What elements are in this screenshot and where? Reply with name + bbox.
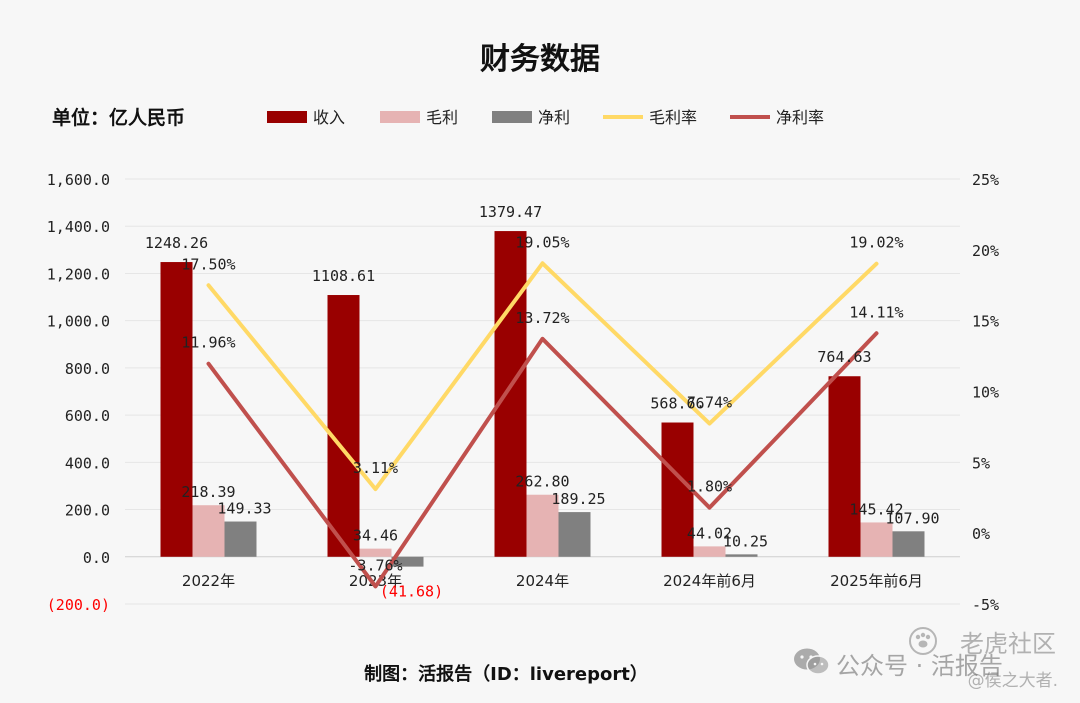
y-left-tick-label: 0.0 [83, 549, 110, 567]
bar [327, 295, 360, 557]
watermark-community: 老虎社区 [960, 630, 1056, 658]
legend-swatch [380, 111, 420, 123]
data-label: 218.39 [181, 483, 235, 501]
bar [359, 548, 392, 557]
data-label: 34.46 [353, 527, 398, 545]
legend-label: 毛利率 [649, 108, 697, 127]
bar [391, 556, 424, 567]
data-label: (41.68) [380, 583, 443, 601]
data-label: 10.25 [723, 532, 768, 550]
data-label: 11.96% [181, 334, 235, 352]
bar [526, 494, 559, 557]
bar [224, 521, 257, 557]
bar [661, 422, 694, 557]
data-label: -3.76% [348, 556, 402, 574]
data-label: 145.42 [849, 500, 903, 518]
y-left-tick-label: 1,600.0 [47, 171, 110, 189]
legend-label: 净利率 [776, 108, 824, 127]
data-label: 568.66 [650, 395, 704, 413]
legend-label: 毛利 [426, 108, 458, 127]
x-tick-label: 2023年 [349, 572, 402, 590]
data-label: 107.90 [885, 509, 939, 527]
bar [892, 531, 925, 557]
legend-label: 净利 [538, 108, 570, 127]
data-label: 1.80% [687, 478, 732, 496]
data-label: 14.11% [849, 303, 903, 321]
bar [828, 376, 861, 557]
data-label: 1248.26 [145, 234, 208, 252]
unit-label: 单位：亿人民币 [52, 107, 186, 129]
y-left-tick-label: 800.0 [65, 360, 110, 378]
data-label: 1108.61 [312, 267, 375, 285]
legend-label: 收入 [313, 108, 345, 127]
legend-swatch [267, 111, 307, 123]
y-left-tick-label: 600.0 [65, 407, 110, 425]
data-label: 17.50% [181, 255, 235, 273]
y-right-tick-label: 10% [972, 384, 999, 402]
y-right-tick-label: 0% [972, 525, 990, 543]
data-label: 13.72% [515, 309, 569, 327]
chart-title: 财务数据 [480, 42, 600, 77]
data-label: 3.11% [353, 459, 398, 477]
y-left-tick-label: 200.0 [65, 502, 110, 520]
data-label: 764.63 [817, 348, 871, 366]
watermark-author: @侯之大者. [967, 671, 1058, 691]
x-tick-label: 2024年 [516, 572, 569, 590]
bar [160, 262, 193, 557]
data-label: 19.05% [515, 233, 569, 251]
y-right-tick-label: 15% [972, 313, 999, 331]
y-left-tick-label: 1,000.0 [47, 313, 110, 331]
y-left-tick-label: 400.0 [65, 454, 110, 472]
bar [693, 546, 726, 557]
data-label: 19.02% [849, 234, 903, 252]
x-tick-label: 2024年前6月 [663, 572, 756, 590]
wechat-icon [794, 648, 830, 675]
bar [860, 522, 893, 557]
data-label: 7.74% [687, 394, 732, 412]
data-label: 149.33 [217, 500, 271, 518]
bar [192, 505, 225, 557]
paw-icon [909, 627, 937, 655]
chart-credit: 制图：活报告（ID：livereport） [364, 664, 648, 685]
x-tick-label: 2025年前6月 [830, 572, 923, 590]
data-label: 262.80 [515, 473, 569, 491]
series-line [206, 261, 879, 492]
data-label: 44.02 [687, 524, 732, 542]
watermark-account: 公众号 · 活报告 [836, 652, 1003, 680]
y-right-tick-label: 25% [972, 171, 999, 189]
x-tick-label: 2022年 [182, 572, 235, 590]
y-right-tick-label: 5% [972, 454, 990, 472]
y-left-tick-label: 1,400.0 [47, 218, 110, 236]
legend-swatch [492, 111, 532, 123]
bar [725, 554, 758, 557]
y-right-tick-label: -5% [972, 596, 999, 614]
y-left-tick-label: (200.0) [47, 596, 110, 614]
data-label: 1379.47 [479, 203, 542, 221]
y-left-tick-label: 1,200.0 [47, 265, 110, 283]
bar [558, 512, 591, 557]
bar [494, 231, 527, 557]
data-label: 189.25 [551, 490, 605, 508]
y-right-tick-label: 20% [972, 242, 999, 260]
series-line [206, 331, 879, 589]
watermark: 老虎社区 公众号 · 活报告 @侯之大者. [788, 622, 1078, 700]
